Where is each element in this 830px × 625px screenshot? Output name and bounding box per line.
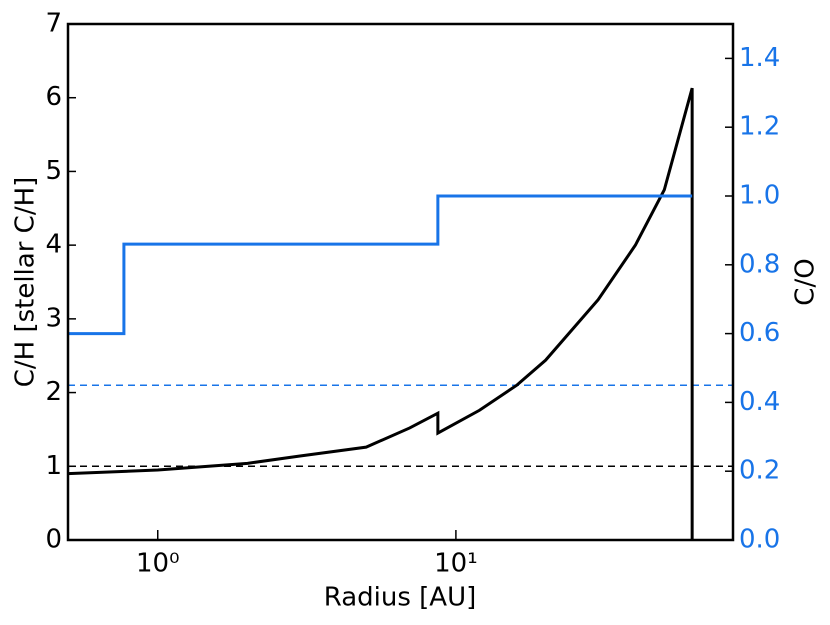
y-tick-label: 3 [45, 303, 62, 333]
y2-tick-label: 0.8 [739, 249, 780, 279]
y-tick-label: 5 [45, 156, 62, 186]
y-tick-label: 4 [45, 230, 62, 260]
y-axis-label: C/H [stellar C/H] [11, 177, 41, 388]
y-tick-label: 6 [45, 82, 62, 112]
y2-tick-label: 0.4 [739, 387, 780, 417]
y-tick-label: 1 [45, 451, 62, 481]
y2-tick-label: 1.4 [739, 43, 780, 73]
data-line [68, 194, 693, 336]
x-tick-label: 10⁰ [136, 549, 180, 579]
y2-tick-label: 1.2 [739, 112, 780, 142]
y2-tick-label: 1.0 [739, 181, 780, 211]
data-line [67, 87, 694, 540]
y2-tick-label: 0.2 [739, 456, 780, 486]
y-tick-label: 2 [45, 377, 62, 407]
y-tick-label: 7 [45, 9, 62, 39]
y2-tick-label: 0.0 [739, 525, 780, 555]
y2-axis-label: C/O [791, 258, 821, 305]
x-axis-label: Radius [AU] [324, 583, 477, 613]
x-tick-label: 10¹ [434, 549, 478, 579]
plot-frame [66, 22, 735, 542]
y2-tick-label: 0.6 [739, 318, 780, 348]
y-tick-label: 0 [45, 525, 62, 555]
